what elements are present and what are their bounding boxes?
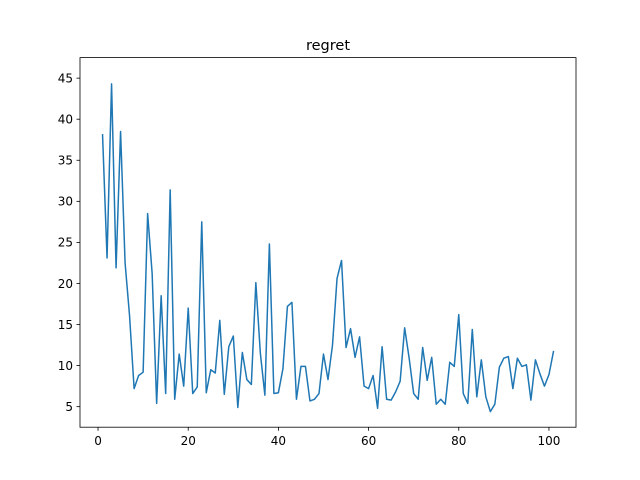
x-tick-label: 20 xyxy=(181,434,196,448)
y-tick-label: 10 xyxy=(58,359,73,373)
y-tick-label: 15 xyxy=(58,318,73,332)
y-tick-label: 45 xyxy=(58,71,73,85)
x-tick-label: 60 xyxy=(361,434,376,448)
chart-title: regret xyxy=(306,38,350,54)
series-line-0 xyxy=(101,83,555,413)
y-tick-label: 35 xyxy=(58,154,73,168)
x-tick-label: 100 xyxy=(537,434,560,448)
y-tick-label: 20 xyxy=(58,277,73,291)
y-axis: 5 10 15 20 25 30 35 40 45 xyxy=(58,71,80,414)
y-tick-label: 25 xyxy=(58,236,73,250)
y-tick-label: 5 xyxy=(65,400,73,414)
x-tick-label: 80 xyxy=(451,434,466,448)
x-axis: 0 20 40 60 80 100 xyxy=(94,427,560,448)
x-tick-label: 0 xyxy=(94,434,102,448)
x-tick-label: 40 xyxy=(271,434,286,448)
axes-frame xyxy=(79,57,577,428)
y-tick-label: 40 xyxy=(58,113,73,127)
plot-area xyxy=(101,83,555,413)
y-tick-label: 30 xyxy=(58,195,73,209)
